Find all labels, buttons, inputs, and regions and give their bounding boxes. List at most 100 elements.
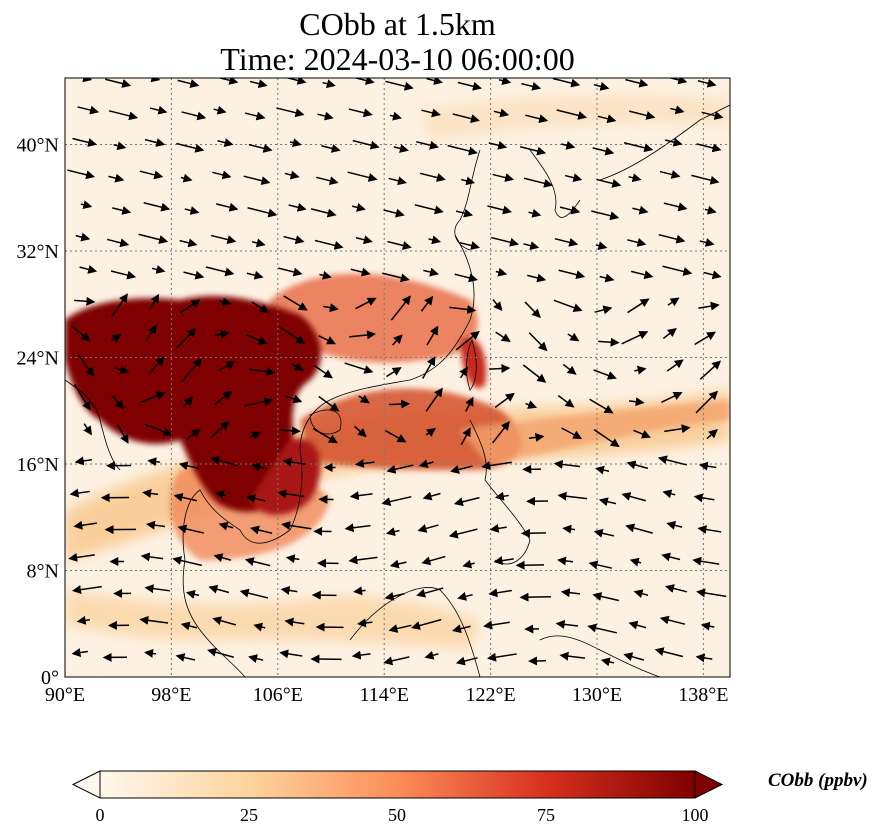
wind-arrow (276, 107, 305, 118)
wind-arrow (212, 170, 232, 180)
wind-arrow (244, 111, 266, 121)
wind-arrow (553, 299, 583, 312)
wind-arrow (251, 462, 268, 472)
wind-arrow (703, 270, 722, 280)
wind-arrow (71, 325, 91, 342)
wind-arrow (279, 649, 303, 659)
wind-arrow (314, 365, 333, 379)
wind-arrow (323, 303, 339, 313)
wind-arrow (664, 424, 691, 434)
wind-arrow (515, 560, 545, 570)
wind-arrow (630, 270, 654, 280)
wind-arrow (416, 587, 444, 598)
wind-arrow (214, 329, 230, 339)
wind-arrow (178, 461, 200, 471)
wind-arrow (595, 241, 608, 251)
wind-arrow (626, 460, 649, 470)
wind-arrow (219, 297, 232, 307)
wind-arrow (448, 528, 478, 539)
wind-arrow (290, 362, 304, 371)
wind-arrow (207, 647, 234, 658)
wind-arrow (314, 239, 344, 250)
wind-vectors (67, 78, 727, 667)
wind-arrow (139, 170, 164, 180)
wind-arrow (247, 207, 278, 218)
wind-arrow (661, 552, 681, 562)
wind-arrow (697, 78, 717, 88)
wind-arrow (382, 272, 410, 283)
wind-arrow (591, 210, 620, 221)
wind-arrow (180, 621, 198, 631)
wind-arrow (459, 366, 468, 379)
wind-arrow (597, 114, 617, 124)
wind-arrow (392, 334, 403, 346)
wind-arrow (209, 421, 230, 439)
map-title-line2: Time: 2024-03-10 06:00:00 (220, 41, 575, 77)
wind-arrow (317, 111, 334, 121)
wind-arrow (593, 428, 620, 448)
wind-arrow (278, 267, 303, 277)
wind-arrow (658, 233, 686, 244)
wind-arrow (144, 138, 166, 147)
colorbar-tick-0: 0 (95, 805, 105, 825)
wind-arrow (250, 79, 268, 89)
wind-arrow (706, 429, 718, 440)
wind-arrow (666, 359, 684, 372)
wind-arrow (670, 105, 685, 115)
lat-tick-label: 24°N (17, 348, 59, 370)
wind-arrow (629, 557, 642, 567)
lat-tick-label: 32°N (17, 241, 59, 263)
wind-arrow (495, 267, 508, 277)
wind-arrow (633, 589, 649, 598)
wind-arrow (593, 528, 615, 538)
wind-arrow (564, 173, 583, 183)
wind-arrow (210, 456, 238, 467)
wind-arrow (696, 588, 727, 598)
wind-arrow (599, 273, 615, 283)
wind-arrow (567, 332, 580, 342)
wind-arrow (628, 397, 645, 407)
wind-arrow (561, 140, 576, 150)
wind-arrow (349, 491, 373, 501)
wind-arrow (589, 398, 614, 414)
wind-arrow (659, 615, 686, 625)
wind-arrow (657, 455, 688, 466)
wind-arrow (71, 648, 88, 657)
wind-arrow (519, 146, 547, 156)
lat-tick-label: 0° (41, 667, 59, 689)
wind-arrow (560, 588, 581, 598)
wind-arrow (488, 140, 508, 150)
wind-arrow (452, 113, 480, 123)
wind-arrow (175, 653, 196, 662)
lon-tick-label: 138°E (678, 684, 728, 706)
wind-arrow (667, 297, 680, 307)
wind-arrow (253, 622, 266, 632)
wind-arrow (349, 330, 377, 340)
wind-arrow (72, 137, 98, 147)
wind-arrow (595, 465, 610, 475)
wind-arrow (321, 144, 341, 153)
wind-arrow (77, 353, 95, 377)
wind-arrow (386, 367, 402, 378)
wind-arrow (108, 173, 125, 183)
wind-arrow (695, 653, 713, 663)
wind-arrow (384, 591, 405, 601)
wind-arrow (381, 495, 412, 506)
wind-arrow (246, 270, 264, 280)
wind-arrow (697, 525, 722, 534)
wind-arrow (185, 590, 200, 599)
gridlines (65, 78, 730, 677)
wind-arrow (693, 493, 715, 503)
wind-arrow (663, 202, 688, 212)
wind-arrow (519, 592, 552, 602)
wind-arrow (281, 521, 312, 530)
wind-arrow (144, 584, 171, 594)
wind-arrow (350, 267, 371, 277)
wind-arrow (411, 618, 442, 630)
wind-arrow (698, 301, 720, 311)
wind-arrow (319, 270, 332, 280)
wind-arrow (481, 461, 512, 471)
wind-arrow (662, 265, 693, 276)
wind-arrow (140, 552, 164, 562)
